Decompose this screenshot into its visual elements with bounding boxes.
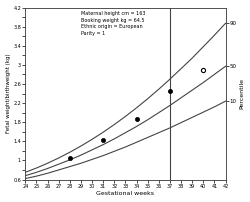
Text: Maternal height cm = 163
Booking weight kg = 64.5
Ethnic origin = European
Parit: Maternal height cm = 163 Booking weight … (81, 11, 146, 36)
Y-axis label: Fetal weight/birthweight (kg): Fetal weight/birthweight (kg) (6, 54, 10, 133)
Y-axis label: Percentile: Percentile (240, 78, 244, 109)
X-axis label: Gestational weeks: Gestational weeks (96, 191, 154, 196)
